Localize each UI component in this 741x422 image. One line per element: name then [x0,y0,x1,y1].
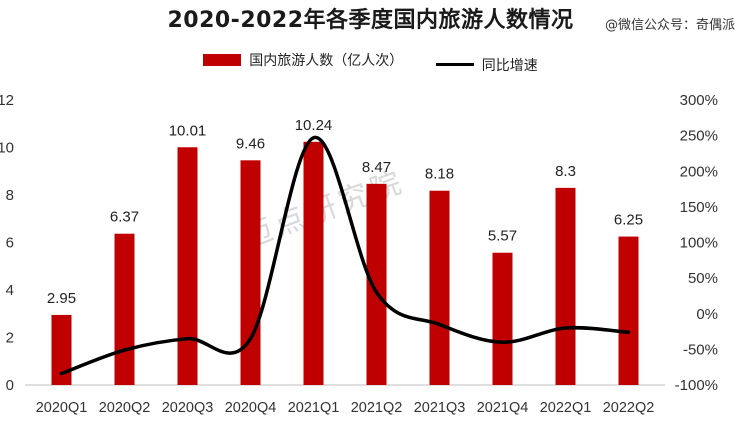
legend-item-bar: 国内旅游人数（亿人次） [203,50,403,70]
y-right-tick-label: 150% [680,199,718,216]
x-tick-label: 2020Q3 [162,400,214,416]
bar [177,147,198,385]
bar-data-label: 5.57 [488,228,517,245]
legend-line-label: 同比增速 [481,57,538,74]
y-right-tick-label: 50% [688,270,718,287]
x-tick-label: 2020Q4 [225,400,277,416]
legend-line-swatch [435,63,474,66]
y-left-tick-label: 4 [6,282,14,299]
x-tick-label: 2021Q4 [477,400,529,416]
y-left-tick-label: 12 [0,92,14,109]
bar-data-label: 10.24 [295,117,333,134]
x-tick-label: 2021Q2 [351,400,403,416]
bar [51,314,72,385]
bar [303,141,324,385]
bar [555,187,576,385]
y-left-tick-label: 10 [0,140,14,157]
legend-bar-swatch [203,54,242,66]
bar-data-label: 8.47 [362,159,391,176]
bar [240,160,261,385]
chart-title: 2020-2022年各季度国内旅游人数情况 [167,8,574,33]
series-line-yoy-growth [59,135,631,376]
bar [492,252,513,385]
x-tick-label: 2021Q1 [288,400,340,416]
y-right-tick-label: 0% [696,306,718,323]
x-tick-label: 2020Q2 [99,400,151,416]
y-right-tick-label: -50% [683,341,718,358]
y-right-tick-label: 100% [680,235,718,252]
bar-data-label: 8.3 [555,163,576,180]
y-right-tick-label: 300% [680,92,718,109]
legend-bar-label: 国内旅游人数（亿人次） [249,53,404,69]
bar-data-label: 2.95 [47,290,76,307]
bar-data-label: 8.18 [425,166,454,183]
source-note: @微信公众号：奇偶派 [604,18,735,33]
bar [618,236,639,385]
y-right-tick-label: -100% [675,377,718,394]
x-tick-label: 2021Q3 [414,400,466,416]
bar-data-label: 9.46 [236,135,265,152]
bar-data-label: 10.01 [169,122,207,139]
bar-data-label: 6.25 [614,212,643,229]
x-tick-label: 2022Q1 [540,400,592,416]
bar [114,233,135,385]
bar [429,190,450,385]
bar-data-label: 6.37 [110,209,139,226]
legend-item-line: 同比增速 [435,55,538,75]
y-left-tick-label: 6 [6,235,14,252]
y-left-tick-label: 2 [6,330,14,347]
y-right-tick-label: 250% [680,128,718,145]
y-left-tick-label: 8 [6,187,14,204]
y-left-tick-label: 0 [6,377,14,394]
y-right-tick-label: 200% [680,163,718,180]
bar [366,183,387,385]
x-tick-label: 2020Q1 [36,400,88,416]
legend: 国内旅游人数（亿人次） 同比增速 [0,50,741,75]
x-tick-label: 2022Q2 [603,400,655,416]
